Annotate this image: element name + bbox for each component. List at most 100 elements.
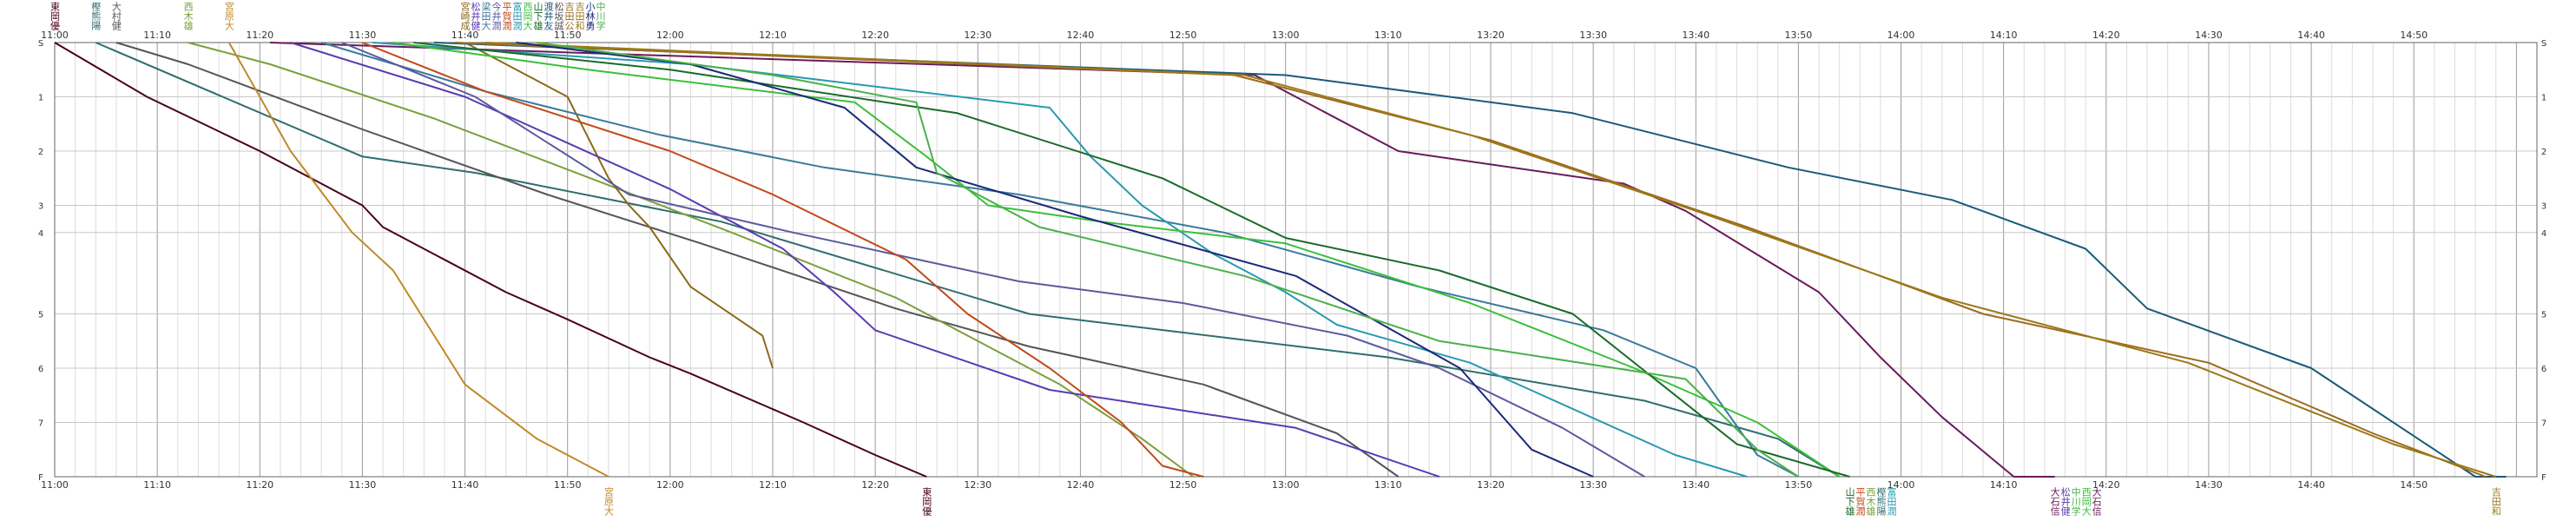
time-tick-label-bottom: 12:50 [1169, 479, 1197, 491]
train-line [54, 42, 927, 478]
time-tick-label-bottom: 12:00 [656, 479, 684, 491]
time-tick-label-bottom: 14:00 [1888, 479, 1915, 491]
train-line [392, 42, 1841, 478]
time-tick-label-top: 13:40 [1682, 30, 1710, 41]
train-tag-top: 吉田公 [563, 2, 575, 30]
train-tag-bottom: 平賀潤 [1855, 487, 1866, 516]
time-tick-label-bottom: 11:30 [349, 479, 377, 491]
time-tick-label-bottom: 14:50 [2400, 479, 2428, 491]
train-tag-top: 宮原大 [223, 1, 234, 30]
time-tick-label-top: 11:10 [143, 30, 171, 41]
train-tag-top: 西木雄 [182, 2, 194, 30]
time-tick-label-top: 14:50 [2400, 30, 2428, 41]
time-tick-label-top: 14:00 [1888, 30, 1915, 41]
train-line [413, 42, 1850, 478]
time-tick-label-top: 12:10 [759, 30, 787, 41]
train-line [341, 42, 1645, 478]
time-tick-label-top: 11:20 [246, 30, 273, 41]
time-tick-label-top: 13:00 [1272, 30, 1300, 41]
time-tick-label-bottom: 14:10 [1990, 479, 2018, 491]
time-tick-label-top: 11:30 [349, 30, 377, 41]
train-tag-bottom: 西木雄 [1865, 487, 1876, 516]
train-tag-bottom: 松井健 [2059, 486, 2071, 516]
train-tag-bottom: 東岡優 [921, 487, 932, 517]
train-tag-top: 渡井友 [543, 1, 554, 30]
time-tick-label-bottom: 13:30 [1579, 479, 1607, 491]
time-tick-label-top: 11:00 [41, 30, 69, 41]
train-tag-top: 松坂誠 [553, 1, 564, 31]
time-tick-label-bottom: 14:40 [2297, 479, 2325, 491]
train-tag-top: 平賀潤 [501, 2, 512, 30]
station-label-right: S [2541, 39, 2546, 49]
time-tick-label-bottom: 12:30 [964, 479, 992, 491]
train-tag-bottom: 大石信 [2049, 486, 2060, 517]
time-tick-label-top: 12:30 [964, 30, 992, 41]
train-tag-top: 東岡優 [49, 2, 61, 31]
train-tag-top: 小林勇 [584, 2, 596, 31]
station-label-left: 5 [38, 311, 43, 320]
time-tick-label-bottom: 13:10 [1374, 479, 1402, 491]
train-tags: 東岡優 樫熊陽 大村健 西木雄 宮原大 宮崎成 松井健 梁田大 今井潤 平賀潤 富田潤 西岡大 山下雄渡… [49, 1, 2502, 517]
train-tag-bottom: 中川学 [2070, 487, 2081, 516]
time-tick-label-top: 14:30 [2195, 30, 2223, 41]
train-tag-top: 宮崎成 [459, 1, 471, 31]
station-label-right: 1 [2541, 94, 2546, 103]
train-line [464, 42, 774, 369]
time-tick-label-bottom: 11:00 [41, 479, 69, 491]
time-tick-label-top: 13:20 [1477, 30, 1505, 41]
train-tag-top: 樫熊陽 [90, 1, 102, 31]
time-tick-label-top: 13:30 [1579, 30, 1607, 41]
plot-frame [54, 42, 2538, 478]
time-tick-label-bottom: 13:20 [1477, 479, 1505, 491]
station-label-left: 6 [38, 365, 43, 374]
station-label-right: 6 [2541, 365, 2546, 374]
train-tag-bottom: 吉田和 [2490, 487, 2501, 517]
time-tick-label-top: 14:40 [2297, 30, 2325, 41]
time-tick-label-top: 11:50 [554, 30, 582, 41]
station-label-left: S [38, 39, 43, 49]
train-line [270, 42, 2055, 478]
time-tick-label-top: 12:00 [656, 30, 684, 41]
train-tag-top: 中川学 [595, 2, 606, 30]
time-tick-label-bottom: 12:10 [759, 479, 787, 491]
train-tag-top: 今井潤 [491, 1, 502, 30]
station-label-right: F [2541, 473, 2546, 483]
station-label-right: 5 [2541, 311, 2546, 320]
station-label-left: 1 [38, 94, 43, 103]
grid [54, 42, 2538, 478]
station-label-left: 2 [38, 148, 43, 157]
time-tick-label-top: 13:10 [1374, 30, 1402, 41]
time-tick-label-top: 12:20 [861, 30, 889, 41]
station-label-left: 7 [38, 419, 43, 429]
axes: 11:00 11:00 11:10 11:10 11:20 11:20 11:30 11:30… [38, 30, 2546, 491]
station-label-left: 3 [38, 202, 43, 212]
train-line [188, 42, 1194, 478]
time-tick-label-bottom: 13:50 [1785, 479, 1813, 491]
train-tag-top: 富田潤 [511, 1, 523, 30]
train-tag-top: 松井健 [470, 1, 481, 30]
time-tick-label-bottom: 11:20 [246, 479, 273, 491]
time-tick-label-top: 12:40 [1067, 30, 1095, 41]
train-line [516, 42, 1594, 478]
train-tag-top: 梁田大 [480, 1, 491, 30]
station-label-right: 2 [2541, 148, 2546, 157]
time-tick-label-top: 14:20 [2092, 30, 2120, 41]
station-label-left: F [38, 473, 43, 483]
time-tick-label-bottom: 12:20 [861, 479, 889, 491]
train-tag-top: 吉田和 [574, 2, 585, 31]
train-tag-bottom: 山下雄 [1844, 487, 1855, 516]
train-tag-top: 西岡大 [522, 2, 533, 30]
time-tick-label-bottom: 13:00 [1272, 479, 1300, 491]
train-line [362, 42, 1204, 478]
train-tag-bottom: 西岡大 [2080, 487, 2092, 516]
train-line [485, 42, 2497, 478]
train-line [434, 42, 2507, 478]
train-tag-bottom: 富田潤 [1886, 486, 1897, 516]
time-tick-label-bottom: 13:40 [1682, 479, 1710, 491]
train-line [320, 42, 1799, 478]
station-label-left: 4 [38, 229, 43, 239]
train-line [227, 42, 609, 478]
time-tick-label-top: 13:50 [1785, 30, 1813, 41]
train-tag-bottom: 大石信 [2091, 486, 2102, 517]
